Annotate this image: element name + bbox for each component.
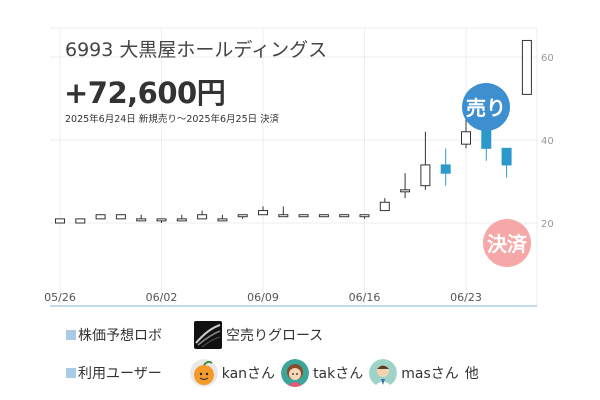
candle: [359, 214, 370, 219]
robo-row: 株価予想ロボ 空売りグロース: [66, 319, 323, 351]
candle: [339, 214, 350, 218]
y-tick-label: 60: [541, 53, 554, 64]
candle-body: [521, 39, 532, 95]
candle: [55, 218, 65, 224]
candle-body: [95, 214, 106, 220]
candlestick-chart: 20 40 60 05/26 06/02 06/09 06/16 06/23 売り 決済: [44, 27, 554, 307]
candle: [197, 210, 208, 220]
candle-body: [176, 218, 187, 222]
candle-body: [501, 147, 512, 166]
stock-title: 6993 大黒屋ホールディングス: [65, 39, 328, 61]
candle: [298, 214, 309, 218]
candle: [156, 218, 167, 224]
candle-body: [359, 214, 370, 218]
x-tick-label: 06/09: [247, 291, 279, 304]
sell-badge: 売り: [462, 83, 510, 131]
candle: [501, 147, 512, 178]
legend-square-icon: [66, 368, 76, 378]
candle: [400, 173, 411, 199]
candle: [75, 218, 86, 224]
user-name: masさん: [401, 366, 459, 382]
user-name: kanさん: [221, 366, 276, 382]
candle: [115, 214, 126, 220]
candle: [217, 214, 228, 222]
candle-body: [400, 189, 411, 193]
y-tick-label: 40: [541, 136, 554, 147]
candle-body: [156, 218, 167, 222]
candle: [440, 148, 451, 186]
candle-body: [115, 214, 126, 220]
x-tick-label: 06/23: [450, 291, 482, 304]
candle-body: [258, 210, 268, 216]
candle-body: [237, 214, 248, 218]
candle: [521, 39, 532, 95]
candle-body: [461, 131, 471, 145]
x-tick-labels: 05/26 06/02 06/09 06/16 06/23: [44, 291, 482, 304]
trade-period: 2025年6月24日 新規売り〜2025年6月25日 決済: [65, 114, 280, 125]
candle-body: [136, 218, 147, 222]
profit-amount: +72,600円: [64, 76, 226, 110]
candle: [258, 206, 268, 216]
candle-body: [197, 214, 208, 220]
candle-body: [75, 218, 86, 224]
candle: [379, 198, 390, 212]
x-tick-label: 05/26: [44, 291, 76, 304]
users-label: 利用ユーザー: [78, 366, 162, 382]
candle-body: [298, 214, 309, 218]
settle-badge: 決済: [483, 218, 531, 267]
candle: [136, 214, 147, 222]
candle-body: [379, 201, 390, 212]
candle-body: [420, 164, 431, 187]
robo-label: 株価予想ロボ: [78, 328, 162, 344]
girl-avatar-icon: [281, 359, 310, 387]
candle-body: [217, 218, 228, 222]
candle: [420, 131, 431, 190]
sell-badge-label: 売り: [466, 96, 506, 120]
candle-body: [339, 214, 350, 218]
user-mas[interactable]: masさん: [369, 359, 459, 387]
user-name: takさん: [313, 366, 364, 382]
candle-body: [278, 214, 289, 218]
user-kan[interactable]: kanさん: [189, 359, 276, 387]
user-tak[interactable]: takさん: [281, 359, 363, 387]
robo-name[interactable]: 空売りグロース: [226, 328, 324, 344]
robo-logo-icon: [194, 321, 222, 349]
users-suffix: 他: [464, 366, 479, 382]
settle-badge-label: 決済: [487, 232, 528, 256]
legend-square-icon: [66, 330, 76, 340]
x-tick-label: 06/02: [146, 291, 178, 304]
x-tick-label: 06/16: [349, 291, 381, 304]
y-tick-labels: 20 40 60: [541, 53, 554, 230]
candle: [237, 214, 248, 219]
candle-body: [318, 214, 329, 218]
candle: [461, 119, 471, 149]
orange-avatar-icon: [189, 359, 218, 387]
candle: [95, 214, 106, 220]
candle-body: [440, 164, 451, 174]
man-avatar-icon: [369, 359, 398, 387]
candle: [176, 214, 187, 222]
candle: [318, 214, 329, 218]
y-tick-label: 20: [541, 219, 554, 230]
candle: [278, 206, 289, 218]
candles: [55, 39, 532, 224]
candle-body: [55, 218, 65, 224]
users-row: 利用ユーザー kanさん takさん: [66, 357, 479, 389]
chart-grid: [50, 27, 538, 307]
